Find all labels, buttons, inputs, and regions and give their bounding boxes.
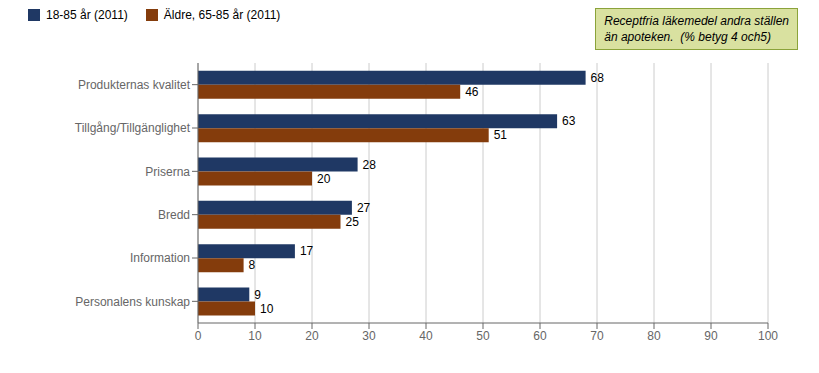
- svg-text:30: 30: [362, 329, 376, 343]
- svg-text:17: 17: [300, 244, 314, 258]
- svg-text:20: 20: [317, 172, 331, 186]
- html-text:18-85 år (2011): 18-85 år (2011): [46, 8, 128, 22]
- svg-text:50: 50: [476, 329, 490, 343]
- svg-text:8: 8: [249, 258, 256, 272]
- svg-text:Tillgång/Tillgänglighet: Tillgång/Tillgänglighet: [75, 121, 191, 135]
- svg-text:Personalens kunskap: Personalens kunskap: [75, 295, 190, 309]
- svg-text:60: 60: [533, 329, 547, 343]
- svg-text:90: 90: [704, 329, 718, 343]
- svg-text:80: 80: [647, 329, 661, 343]
- svg-text:51: 51: [494, 128, 508, 142]
- svg-text:68: 68: [591, 71, 605, 85]
- svg-text:9: 9: [254, 288, 261, 302]
- svg-text:25: 25: [346, 215, 360, 229]
- svg-text:10: 10: [260, 302, 274, 316]
- svg-text:70: 70: [590, 329, 604, 343]
- html-text:Äldre, 65-85 år (2011): Äldre, 65-85 år (2011): [163, 8, 281, 22]
- svg-text:10: 10: [248, 329, 262, 343]
- svg-text:Produkternas kvalitet: Produkternas kvalitet: [78, 78, 191, 92]
- svg-text:100: 100: [758, 329, 778, 343]
- svg-text:27: 27: [357, 201, 371, 215]
- svg-text:63: 63: [562, 114, 576, 128]
- svg-text:Bredd: Bredd: [158, 208, 190, 222]
- svg-text:40: 40: [419, 329, 433, 343]
- svg-text:20: 20: [305, 329, 319, 343]
- svg-text:28: 28: [363, 158, 377, 172]
- svg-text:0: 0: [195, 329, 202, 343]
- svg-text:46: 46: [465, 85, 479, 99]
- html-text:Receptfria läkemedel andra stä: Receptfria läkemedel andra ställen än ap…: [604, 14, 789, 44]
- svg-text:Priserna: Priserna: [145, 165, 190, 179]
- svg-text:Information: Information: [130, 251, 190, 265]
